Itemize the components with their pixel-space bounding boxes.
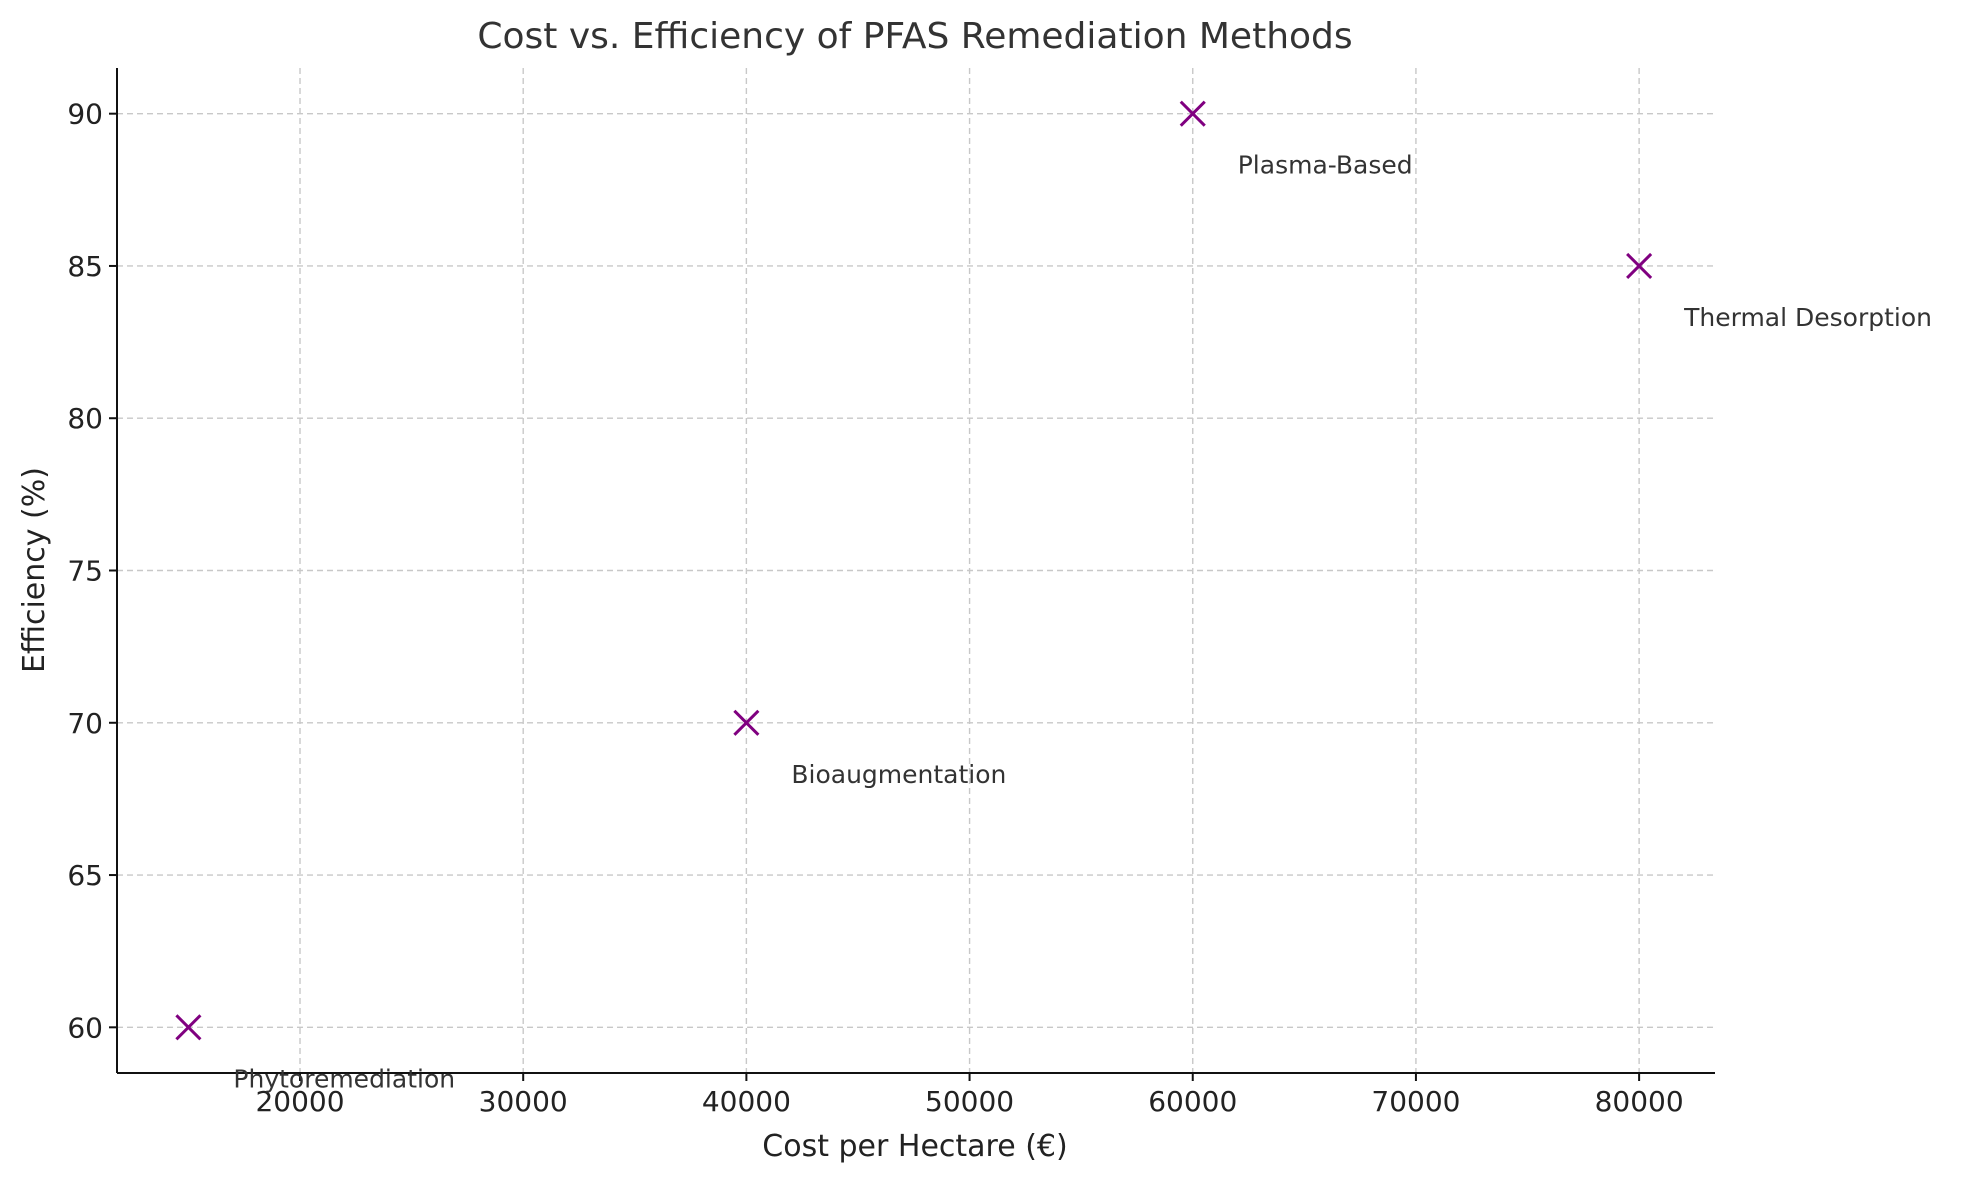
marker-stroke [1626, 252, 1653, 280]
y-tick-label: 75 [67, 555, 103, 588]
point-label: Plasma-Based [1238, 151, 1413, 180]
marker-stroke [175, 1014, 202, 1041]
x-tick-label: 80000 [1595, 1085, 1684, 1118]
y-tick-label: 70 [67, 707, 103, 740]
point-labels: Phytoremediation Bioaugmentation Plasma-Ba… [233, 151, 1932, 1094]
data-point [1626, 252, 1653, 280]
y-tick-label: 85 [67, 250, 103, 283]
y-tick-label: 60 [67, 1011, 103, 1044]
y-tick-label: 90 [67, 98, 103, 131]
chart-title: Cost vs. Efficiency of PFAS Remediation … [477, 16, 1352, 57]
y-tick-label: 65 [67, 859, 103, 892]
grid [117, 68, 1715, 1073]
x-tick-label: 30000 [479, 1085, 568, 1118]
marker-stroke [1179, 100, 1206, 127]
data-point [733, 709, 760, 736]
x-tick-label: 70000 [1371, 1085, 1460, 1118]
y-tick-label: 80 [67, 402, 103, 435]
tick-labels: 20000 30000 40000 50000 60000 70000 80000 60 65 7… [67, 98, 1683, 1118]
x-tick-label: 20000 [255, 1085, 344, 1118]
x-axis-title: Cost per Hectare (€) [762, 1129, 1067, 1164]
x-tick-label: 60000 [1148, 1085, 1237, 1118]
x-tick-label: 40000 [702, 1085, 791, 1118]
point-label: Thermal Desorption [1683, 303, 1932, 332]
point-label: Phytoremediation [233, 1064, 455, 1093]
axes [109, 68, 1715, 1081]
marker-stroke [733, 709, 760, 736]
x-tick-label: 50000 [925, 1085, 1014, 1118]
y-axis-title: Efficiency (%) [17, 467, 52, 673]
point-label: Bioaugmentation [791, 760, 1006, 789]
data-point [175, 1014, 202, 1041]
data-point [1179, 100, 1206, 127]
data-points [175, 100, 1653, 1041]
